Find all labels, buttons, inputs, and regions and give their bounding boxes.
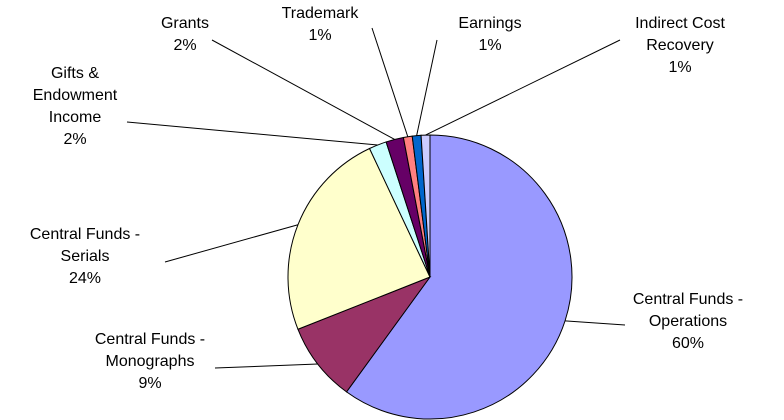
category-name: Grants [160,15,209,32]
leader-line [164,224,299,263]
pie-slice [345,134,573,420]
category-name: Gifts & Endowment Income [32,65,118,126]
value-label: 60% [671,335,705,352]
slice-label: Gifts & Endowment Income 2% [25,63,125,151]
category-name: Central Funds - Monographs [94,331,206,370]
value-label: 9% [138,375,162,392]
leader-line [425,39,621,136]
value-label: 2% [173,37,197,54]
slice-label: Central Funds - Serials 24% [5,224,165,290]
category-name: Earnings [458,15,522,32]
value-label: 1% [478,37,502,54]
value-label: 1% [308,27,332,44]
leader-line [211,39,395,140]
slice-label: Indirect Cost Recovery 1% [620,13,740,79]
leader-line [126,121,378,146]
leader-line [214,363,318,369]
leader-line [416,39,438,136]
value-label: 1% [668,59,692,76]
category-name: Trademark [281,5,359,22]
slice-label: Central Funds - Monographs 9% [80,329,220,395]
pie-slice [297,275,432,393]
slice-label: Grants 2% [145,13,225,57]
category-name: Central Funds - Serials [29,226,141,265]
slice-label: Trademark 1% [270,3,370,47]
value-label: 24% [68,270,102,287]
leader-line [371,27,409,137]
value-label: 2% [63,131,87,148]
slice-label: Earnings 1% [445,13,535,57]
leader-line [565,320,626,326]
category-name: Central Funds - Operations [632,291,744,330]
slice-label: Central Funds - Operations 60% [623,289,753,355]
category-name: Indirect Cost Recovery [635,15,725,54]
